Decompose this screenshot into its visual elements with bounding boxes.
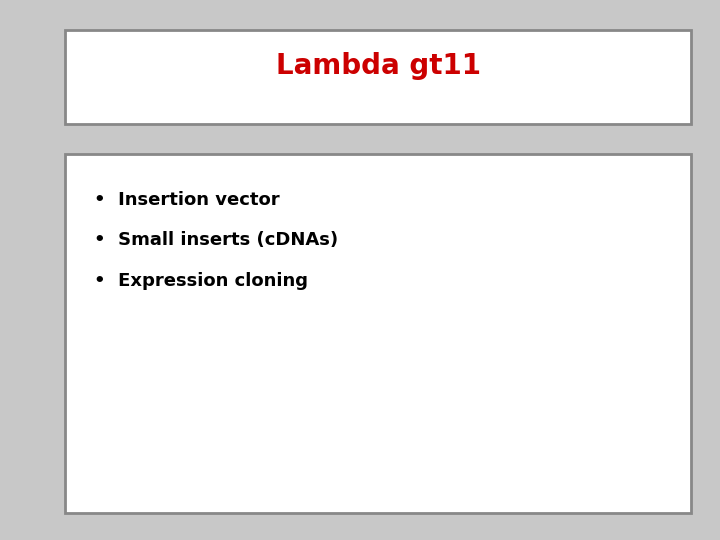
Text: •  Small inserts (cDNAs): • Small inserts (cDNAs) (94, 231, 338, 249)
FancyBboxPatch shape (65, 30, 691, 124)
Text: •  Expression cloning: • Expression cloning (94, 272, 307, 290)
FancyBboxPatch shape (65, 154, 691, 513)
Text: Lambda gt11: Lambda gt11 (276, 52, 480, 79)
Text: •  Insertion vector: • Insertion vector (94, 191, 279, 209)
